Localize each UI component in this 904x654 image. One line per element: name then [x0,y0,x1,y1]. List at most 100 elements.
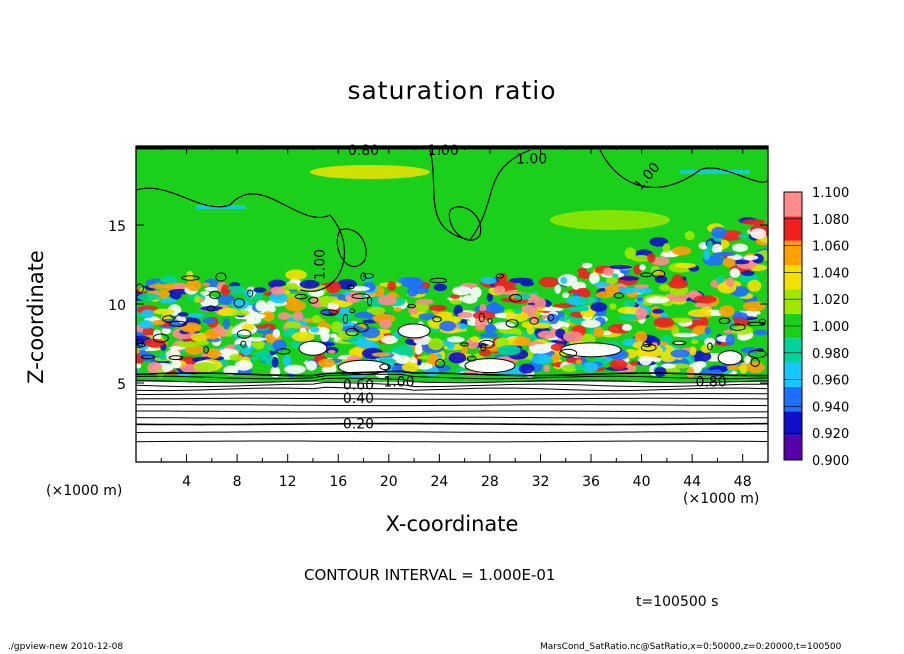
cloud-cell [332,300,346,305]
cloud-cell [726,277,735,288]
contour-loop-center [448,206,482,241]
cloud-cell [609,359,628,370]
cloud-cell [514,292,531,300]
colorbar-swatch [784,338,802,363]
contour-blob [168,355,184,361]
contour-blob [168,320,187,327]
cloud-cell [693,295,717,304]
cloud-cell [470,286,482,298]
cloud-white-pocket [717,350,743,366]
cloud-cell [619,276,640,281]
cloud-cell [740,347,760,354]
cloud-cell [401,362,420,372]
colorbar-label: 0.940 [812,400,849,415]
contour-label: 0.80 [696,374,727,390]
contour-blob [435,359,446,368]
cloud-cell [580,319,601,328]
cloud-cell [137,293,161,301]
colorbar-label: 1.040 [812,266,849,281]
cloud-cell [242,323,255,331]
cloud-cell [329,333,338,338]
cloud-white-pocket [560,342,622,358]
cloud-cell [380,335,398,345]
cloud-cell [479,303,487,313]
colorbar-swatch [784,289,802,314]
contour-blob [353,322,369,333]
contour-label: 1.00 [428,143,459,159]
cloud-cell [691,339,699,345]
contour-blob [206,305,216,312]
cloud-cell [488,301,500,314]
cloud-cell [309,326,320,333]
cloud-cell [320,329,330,342]
cloud-cell [654,366,667,377]
cloud-cell [436,311,453,319]
colorbar-swatch [784,435,802,460]
cloud-cell [493,321,516,330]
cloud-cell [285,269,307,281]
cloud-cell [630,360,638,366]
cloud-cell [284,364,306,374]
cloud-cell [337,278,357,290]
contour-blob [162,315,175,323]
cloud-cell [247,314,256,322]
contour-blob [320,309,339,316]
colorbar-label: 1.020 [812,293,849,308]
cloud-cell [623,300,636,308]
cloud-cell [581,362,599,373]
cloud-cell [711,243,723,254]
contour-label: 1.00 [516,152,547,168]
contour-line-lower [136,397,768,400]
contour-blob [407,304,417,309]
cloud-white-pocket [298,340,328,356]
contour-blob [349,308,356,314]
cloud-cell [634,284,650,289]
cloud-cell [398,277,420,284]
contour-blob [181,275,200,281]
colorbar-swatch [784,192,802,217]
x-tick-label: 24 [430,474,448,490]
x-tick-label: 40 [633,474,651,490]
contour-blob [246,289,254,297]
contour-blob [460,342,469,347]
contour-label: 0.20 [343,416,374,432]
cloud-cell [634,331,648,343]
contour-blob [366,296,373,307]
cloud-cell [457,312,473,319]
cloud-cell [449,294,461,299]
contour-blob [345,327,360,337]
footer-left-text: ./gpview-new 2010-12-08 [8,642,124,652]
cloud-cell [448,352,467,364]
cloud-cell [227,285,245,295]
cloud-cell [533,322,551,329]
cloud-cell [144,338,165,348]
contour-line-lower [136,393,768,395]
cloud-cell [521,321,537,329]
contour-blob [276,348,291,355]
x-tick-label: 32 [532,474,550,490]
cloud-cell [272,339,287,352]
cloud-cell [269,349,277,356]
cloud-cell [253,341,265,350]
cloud-cell [285,297,299,303]
cloud-cell [624,247,637,259]
cloud-cell [689,346,697,356]
cloud-cell [272,329,280,338]
cloud-cell [563,331,583,343]
cloud-cell [659,284,671,292]
cloud-cell [285,282,298,288]
cloud-cell [378,358,397,363]
cloud-cell [699,316,709,327]
x-axis-label: X-coordinate [0,512,904,536]
cloud-cell [722,257,736,268]
contour-blob [140,354,155,360]
contour-blob [642,341,652,348]
cloud-cell [636,296,644,302]
cloud-cell [555,328,566,339]
cloud-cell [348,347,366,359]
cloud-cell [538,276,560,288]
cloud-cell [554,284,561,294]
contour-blob [346,284,355,290]
contour-blob [478,312,485,323]
cloud-cell [188,313,204,318]
